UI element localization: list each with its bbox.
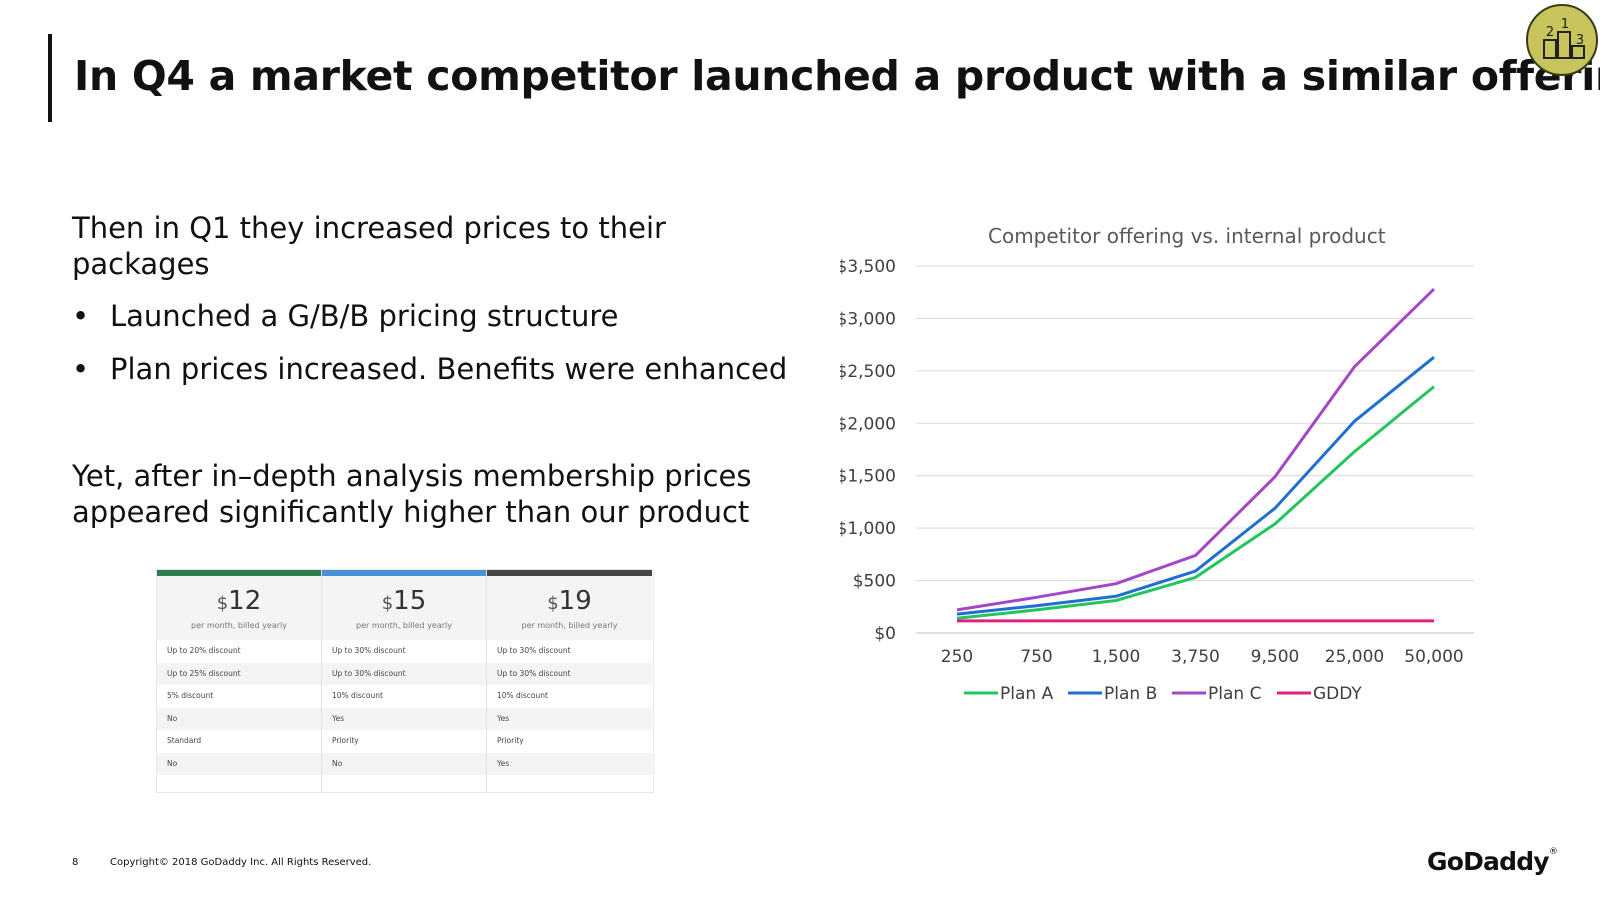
- legend-label: Plan B: [1104, 684, 1157, 704]
- feature-row: 5% discount: [167, 691, 214, 700]
- x-tick-label: 50,000: [1404, 647, 1463, 667]
- intro-text: Then in Q1 they increased prices to thei…: [72, 211, 666, 281]
- billing-note: per month, billed yearly: [521, 621, 618, 630]
- feature-row: Up to 30% discount: [322, 662, 486, 685]
- pricing-column-header: $19 per month, billed yearly: [487, 576, 652, 640]
- x-tick-label: 1,500: [1092, 647, 1141, 667]
- podium-number-1: 1: [1561, 17, 1569, 32]
- currency-symbol: $: [216, 593, 229, 614]
- feature-row: Up to 30% discount: [332, 646, 406, 655]
- feature-row: No: [322, 752, 486, 775]
- price-value: 12: [228, 586, 262, 616]
- slide-title: In Q4 a market competitor launched a pro…: [74, 52, 1600, 100]
- logo-mark: ®: [1548, 847, 1558, 857]
- x-tick-label: 3,750: [1171, 647, 1220, 667]
- bullet-item: Plan prices increased. Benefits were enh…: [72, 351, 787, 387]
- plan-price: $15: [322, 586, 486, 619]
- feature-row: 10% discount: [497, 691, 548, 700]
- feature-row: Yes: [487, 752, 652, 775]
- legend-label: Plan C: [1208, 684, 1261, 704]
- pricing-column: $12 per month, billed yearly Up to 20% d…: [157, 570, 322, 792]
- bullet-item: Launched a G/B/B pricing structure: [72, 298, 787, 334]
- feature-row: Up to 30% discount: [487, 662, 652, 685]
- title-accent-bar: [48, 34, 52, 122]
- x-tick-label: 25,000: [1325, 647, 1384, 667]
- feature-row: 10% discount: [332, 691, 383, 700]
- podium-number-3: 3: [1576, 33, 1584, 48]
- y-tick-label: $1,000: [840, 519, 896, 539]
- y-tick-label: $2,500: [840, 362, 896, 382]
- y-tick-label: $500: [853, 572, 896, 592]
- currency-symbol: $: [381, 593, 394, 614]
- x-tick-label: 250: [941, 647, 973, 667]
- y-tick-label: $3,000: [840, 309, 896, 329]
- y-tick-label: $0: [874, 624, 896, 644]
- podium-number-2: 2: [1546, 25, 1554, 40]
- series-line-plan-b: [956, 356, 1435, 616]
- feature-row: Up to 30% discount: [497, 646, 571, 655]
- x-tick-label: 9,500: [1251, 647, 1300, 667]
- feature-row: Up to 25% discount: [157, 662, 321, 685]
- pricing-column-header: $15 per month, billed yearly: [322, 576, 486, 640]
- price-value: 19: [558, 586, 592, 616]
- feature-row: Yes: [487, 707, 652, 730]
- price-value: 15: [393, 586, 427, 616]
- logo-text: GoDaddy: [1427, 847, 1550, 876]
- feature-row: Priority: [332, 736, 359, 745]
- plan-price: $19: [487, 586, 652, 619]
- y-tick-label: $2,000: [840, 414, 896, 434]
- billing-note: per month, billed yearly: [356, 621, 452, 630]
- pricing-column-accent: [157, 570, 321, 576]
- pricing-column: $19 per month, billed yearly Up to 30% d…: [487, 570, 652, 792]
- legend-label: Plan A: [1000, 684, 1054, 704]
- currency-symbol: $: [547, 593, 559, 614]
- line-chart-svg: $0 $500 $1,000 $1,500 $2,000 $2,500 $3,000 $3,5…: [837, 257, 1474, 704]
- pricing-column-accent: [322, 570, 486, 576]
- pricing-column: $15 per month, billed yearly Up to 30% d…: [322, 570, 487, 792]
- feature-row: Up to 20% discount: [167, 646, 241, 655]
- conclusion-text: Yet, after in–depth analysis membership …: [72, 459, 752, 529]
- godaddy-logo: GoDaddy®: [1427, 847, 1558, 876]
- feature-row: Priority: [497, 736, 524, 745]
- feature-row: Yes: [322, 707, 486, 730]
- pricing-table: $12 per month, billed yearly Up to 20% d…: [157, 570, 653, 792]
- page-number: 8: [72, 857, 79, 868]
- podium-icon: 1 2 3: [1543, 17, 1585, 59]
- podium-badge: 1 2 3: [1526, 4, 1598, 76]
- series-line-plan-a: [956, 385, 1435, 620]
- chart-title: Competitor offering vs. internal product: [988, 224, 1386, 248]
- y-tick-label: $1,500: [840, 467, 896, 487]
- series-line-plan-c: [956, 288, 1436, 612]
- legend-label: GDDY: [1313, 684, 1362, 704]
- bullet-list: Launched a G/B/B pricing structure Plan …: [72, 298, 787, 404]
- line-chart: $0 $500 $1,000 $1,500 $2,000 $2,500 $3,000 $3,5…: [837, 218, 1540, 728]
- feature-row: No: [157, 707, 321, 730]
- feature-row: No: [157, 752, 321, 775]
- pricing-column-accent: [487, 570, 652, 576]
- plan-price: $12: [157, 586, 321, 619]
- billing-note: per month, billed yearly: [191, 621, 287, 630]
- copyright-text: Copyright© 2018 GoDaddy Inc. All Rights …: [110, 857, 372, 868]
- x-tick-label: 750: [1020, 647, 1052, 667]
- pricing-column-header: $12 per month, billed yearly: [157, 576, 321, 640]
- feature-row: Standard: [167, 736, 202, 745]
- y-tick-label: $3,500: [840, 257, 896, 277]
